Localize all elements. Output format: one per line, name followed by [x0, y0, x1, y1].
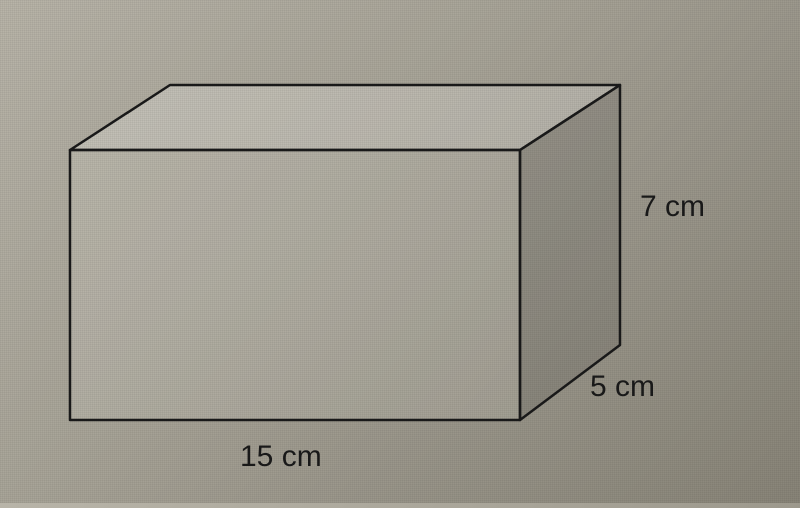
- width-label: 15 cm: [240, 440, 322, 474]
- prism-svg: [0, 0, 800, 503]
- depth-label: 5 cm: [590, 370, 655, 404]
- prism-diagram: 7 cm 5 cm 15 cm: [0, 0, 800, 503]
- height-label: 7 cm: [640, 190, 705, 224]
